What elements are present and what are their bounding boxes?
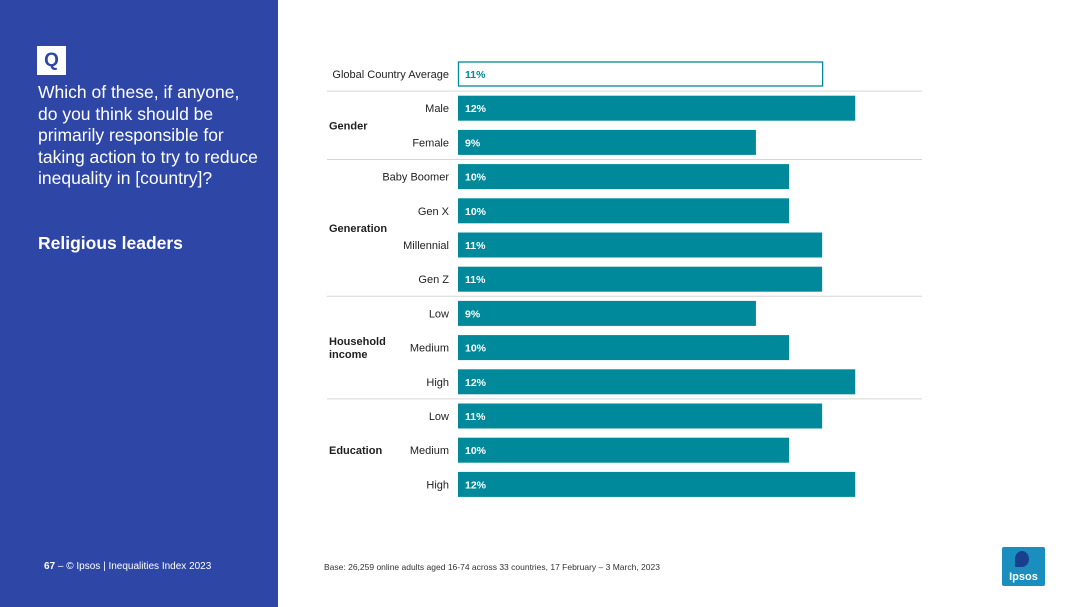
question-badge: Q	[37, 46, 66, 75]
category-label: Global Country Average	[332, 69, 449, 81]
bar	[458, 471, 856, 497]
category-label: Gen X	[418, 206, 450, 218]
bar	[458, 164, 790, 190]
category-label: High	[426, 377, 449, 389]
value-label: 9%	[465, 137, 481, 149]
value-label: 12%	[465, 103, 487, 115]
bar	[458, 198, 790, 224]
footer-source-text: © Ipsos | Inequalities Index 2023	[66, 561, 212, 572]
value-label: 10%	[465, 206, 487, 218]
bar	[458, 129, 756, 155]
base-note: Base: 26,259 online adults aged 16-74 ac…	[324, 562, 660, 572]
category-label: Baby Boomer	[382, 172, 449, 184]
value-label: 12%	[465, 377, 487, 389]
question-text: Which of these, if anyone, do you think …	[38, 82, 258, 189]
left-panel: Q Which of these, if anyone, do you thin…	[0, 0, 278, 607]
bar	[458, 266, 823, 292]
group-label: Generation	[329, 223, 387, 235]
bar	[458, 335, 790, 361]
bar	[458, 369, 856, 395]
group-label: Household	[329, 336, 386, 348]
page-number: 67	[44, 561, 56, 572]
ipsos-logo-text: Ipsos	[1009, 571, 1038, 583]
category-label: Male	[425, 103, 449, 115]
value-label: 11%	[465, 411, 486, 423]
value-label: 11%	[465, 240, 486, 252]
ipsos-logo: Ipsos	[1002, 547, 1045, 586]
value-label: 9%	[465, 308, 481, 320]
bar	[458, 95, 856, 121]
category-label: Gen Z	[418, 274, 449, 286]
footer-separator: –	[57, 561, 64, 572]
value-label: 10%	[465, 172, 487, 184]
value-label: 11%	[465, 69, 486, 81]
category-label: Female	[412, 137, 449, 149]
bar	[458, 403, 823, 429]
bar	[458, 300, 756, 326]
bar-global-average	[457, 61, 824, 87]
value-label: 10%	[465, 445, 487, 457]
category-label: Millennial	[403, 240, 449, 252]
subject-title: Religious leaders	[38, 233, 183, 253]
bar	[458, 437, 790, 463]
category-label: Medium	[410, 343, 449, 355]
ipsos-logo-icon	[1015, 551, 1029, 567]
category-label: Low	[429, 411, 449, 423]
group-label: Gender	[329, 120, 368, 132]
category-label: Medium	[410, 445, 449, 457]
value-label: 12%	[465, 479, 487, 491]
value-label: 11%	[465, 274, 486, 286]
group-label: Education	[329, 445, 382, 457]
category-label: Low	[429, 308, 449, 320]
category-label: High	[426, 479, 449, 491]
footer-source: 67 – © Ipsos | Inequalities Index 2023	[44, 561, 211, 572]
group-label: income	[329, 349, 368, 361]
value-label: 10%	[465, 343, 487, 355]
bar	[458, 232, 823, 258]
